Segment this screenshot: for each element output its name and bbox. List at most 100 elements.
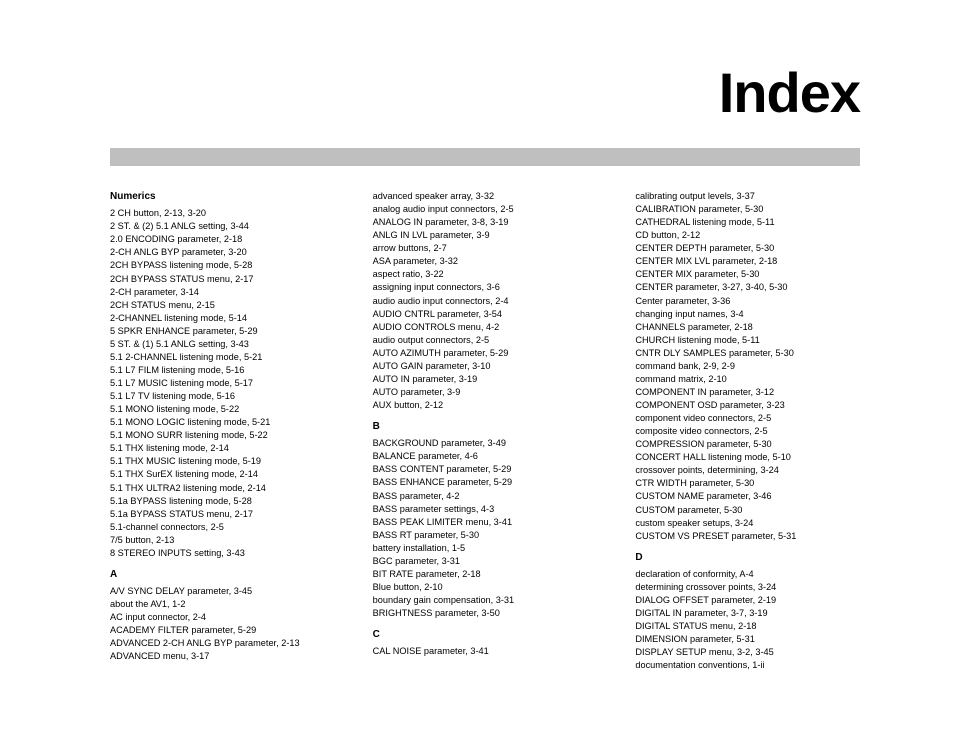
index-entry: documentation conventions, 1-ii [635,659,860,672]
index-entry: DIGITAL STATUS menu, 2-18 [635,620,860,633]
index-entry: DISPLAY SETUP menu, 3-2, 3-45 [635,646,860,659]
index-entry: 5.1 MONO SURR listening mode, 5-22 [110,429,335,442]
index-entry: aspect ratio, 3-22 [373,268,598,281]
index-entry: 5.1 THX listening mode, 2-14 [110,442,335,455]
index-entry: audio audio input connectors, 2-4 [373,295,598,308]
index-entry: 2.0 ENCODING parameter, 2-18 [110,233,335,246]
column-1: Numerics 2 CH button, 2-13, 3-202 ST. & (… [110,190,335,672]
index-entry: boundary gain compensation, 3-31 [373,594,598,607]
index-entry: 2-CHANNEL listening mode, 5-14 [110,312,335,325]
index-entry: 5.1 MONO LOGIC listening mode, 5-21 [110,416,335,429]
index-entry: 5.1 THX ULTRA2 listening mode, 2-14 [110,482,335,495]
index-entry: 2CH STATUS menu, 2-15 [110,299,335,312]
index-entry: composite video connectors, 2-5 [635,425,860,438]
index-entry: BACKGROUND parameter, 3-49 [373,437,598,450]
index-entry: AUDIO CONTROLS menu, 4-2 [373,321,598,334]
index-entry: 7/5 button, 2-13 [110,534,335,547]
index-entry: CAL NOISE parameter, 3-41 [373,645,598,658]
index-entry: AUDIO CNTRL parameter, 3-54 [373,308,598,321]
index-entry: AUTO AZIMUTH parameter, 5-29 [373,347,598,360]
index-entry: DIALOG OFFSET parameter, 2-19 [635,594,860,607]
columns: Numerics 2 CH button, 2-13, 3-202 ST. & (… [110,190,860,672]
index-entry: assigning input connectors, 3-6 [373,281,598,294]
index-entry: changing input names, 3-4 [635,308,860,321]
index-entry: 5.1-channel connectors, 2-5 [110,521,335,534]
section-heading: D [635,551,860,565]
index-entry: arrow buttons, 2-7 [373,242,598,255]
index-entry: audio output connectors, 2-5 [373,334,598,347]
index-entry: 5.1 2-CHANNEL listening mode, 5-21 [110,351,335,364]
index-entry: ASA parameter, 3-32 [373,255,598,268]
index-entry: AC input connector, 2-4 [110,611,335,624]
index-entry: CENTER MIX parameter, 5-30 [635,268,860,281]
index-entry: ADVANCED 2-CH ANLG BYP parameter, 2-13 [110,637,335,650]
index-entry: BASS parameter, 4-2 [373,490,598,503]
index-entry: BASS parameter settings, 4-3 [373,503,598,516]
index-entry: crossover points, determining, 3-24 [635,464,860,477]
index-entry: Blue button, 2-10 [373,581,598,594]
index-entry: 5.1 THX SurEX listening mode, 2-14 [110,468,335,481]
index-entry: custom speaker setups, 3-24 [635,517,860,530]
index-entry: about the AV1, 1-2 [110,598,335,611]
index-entry: determining crossover points, 3-24 [635,581,860,594]
index-entry: 2CH BYPASS STATUS menu, 2-17 [110,273,335,286]
index-entry: 5.1a BYPASS listening mode, 5-28 [110,495,335,508]
section-heading: C [373,628,598,642]
index-entry: AUTO parameter, 3-9 [373,386,598,399]
index-entry: 2-CH ANLG BYP parameter, 3-20 [110,246,335,259]
index-entry: DIGITAL IN parameter, 3-7, 3-19 [635,607,860,620]
section-heading: A [110,568,335,582]
index-entry: CONCERT HALL listening mode, 5-10 [635,451,860,464]
index-entry: 5.1a BYPASS STATUS menu, 2-17 [110,508,335,521]
index-entry: 5.1 L7 MUSIC listening mode, 5-17 [110,377,335,390]
index-entry: COMPRESSION parameter, 5-30 [635,438,860,451]
index-entry: CENTER DEPTH parameter, 5-30 [635,242,860,255]
index-entry: component video connectors, 2-5 [635,412,860,425]
index-entry: 8 STEREO INPUTS setting, 3-43 [110,547,335,560]
index-entry: AUTO GAIN parameter, 3-10 [373,360,598,373]
index-entry: command matrix, 2-10 [635,373,860,386]
index-entry: BASS CONTENT parameter, 5-29 [373,463,598,476]
index-entry: ACADEMY FILTER parameter, 5-29 [110,624,335,637]
index-entry: CENTER parameter, 3-27, 3-40, 5-30 [635,281,860,294]
index-entry: BASS RT parameter, 5-30 [373,529,598,542]
index-entry: A/V SYNC DELAY parameter, 3-45 [110,585,335,598]
index-entry: 5.1 L7 TV listening mode, 5-16 [110,390,335,403]
index-entry: BGC parameter, 3-31 [373,555,598,568]
index-entry: 5.1 THX MUSIC listening mode, 5-19 [110,455,335,468]
index-entry: CNTR DLY SAMPLES parameter, 5-30 [635,347,860,360]
title-block: Index [719,60,860,125]
index-entry: 5 ST. & (1) 5.1 ANLG setting, 3-43 [110,338,335,351]
index-entry: command bank, 2-9, 2-9 [635,360,860,373]
index-entry: 5 SPKR ENHANCE parameter, 5-29 [110,325,335,338]
index-entry: BRIGHTNESS parameter, 3-50 [373,607,598,620]
index-entry: CTR WIDTH parameter, 5-30 [635,477,860,490]
index-entry: AUTO IN parameter, 3-19 [373,373,598,386]
index-entry: CUSTOM parameter, 5-30 [635,504,860,517]
index-entry: battery installation, 1-5 [373,542,598,555]
page-title: Index [719,60,860,125]
index-entry: Center parameter, 3-36 [635,295,860,308]
index-entry: COMPONENT IN parameter, 3-12 [635,386,860,399]
index-entry: calibrating output levels, 3-37 [635,190,860,203]
index-entry: 2 CH button, 2-13, 3-20 [110,207,335,220]
index-entry: ANALOG IN parameter, 3-8, 3-19 [373,216,598,229]
index-entry: analog audio input connectors, 2-5 [373,203,598,216]
index-entry: CHURCH listening mode, 5-11 [635,334,860,347]
index-entry: BALANCE parameter, 4-6 [373,450,598,463]
index-entry: COMPONENT OSD parameter, 3-23 [635,399,860,412]
index-entry: 2-CH parameter, 3-14 [110,286,335,299]
section-heading: Numerics [110,190,335,204]
column-2: advanced speaker array, 3-32analog audio… [373,190,598,672]
index-entry: ANLG IN LVL parameter, 3-9 [373,229,598,242]
index-entry: BASS PEAK LIMITER menu, 3-41 [373,516,598,529]
column-3: calibrating output levels, 3-37CALIBRATI… [635,190,860,672]
index-entry: 5.1 L7 FILM listening mode, 5-16 [110,364,335,377]
index-entry: declaration of conformity, A-4 [635,568,860,581]
index-entry: CENTER MIX LVL parameter, 2-18 [635,255,860,268]
index-entry: 5.1 MONO listening mode, 5-22 [110,403,335,416]
page: Index Numerics 2 CH button, 2-13, 3-202 S… [0,0,954,738]
section-heading: B [373,420,598,434]
index-entry: CUSTOM NAME parameter, 3-46 [635,490,860,503]
index-entry: 2 ST. & (2) 5.1 ANLG setting, 3-44 [110,220,335,233]
